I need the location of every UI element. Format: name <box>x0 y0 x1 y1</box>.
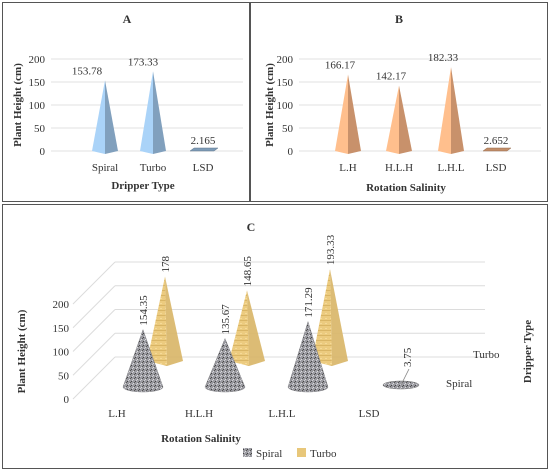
panel-title: B <box>395 12 403 26</box>
chart-panel-b: 0 50 100 150 200 B Rotation Salinity Plant Heig… <box>250 2 548 202</box>
data-label: 154.35 <box>138 295 150 326</box>
y-tick-label: 0 <box>288 146 294 158</box>
y-tick-label: 200 <box>53 299 70 311</box>
z-axis-label: Dripper Type <box>522 320 534 383</box>
bar <box>287 320 329 393</box>
leader-line <box>400 368 410 386</box>
y-tick-label: 150 <box>277 77 294 89</box>
bar-side <box>330 269 348 366</box>
x-tick-label: L.H.L <box>269 408 296 420</box>
chart-a-svg: 0 50 100 150 200 A Dripper Type Plant Height (c… <box>12 12 243 192</box>
bar-side <box>247 290 265 366</box>
gridline <box>72 261 116 305</box>
x-tick-label: H.L.H <box>385 162 413 174</box>
data-label: 178 <box>160 255 172 272</box>
chart-c-svg: 0 50 100 150 200 C Rotation Salinity Plant Heig… <box>16 220 534 460</box>
y-tick-label: 150 <box>53 323 70 335</box>
bar <box>147 276 167 366</box>
y-axis-label: Plant Height (cm) <box>12 63 24 147</box>
chart-panel-c: 0 50 100 150 200 C Rotation Salinity Plant Heig… <box>2 204 548 469</box>
y-tick-label: 0 <box>40 146 46 158</box>
bar <box>122 329 164 393</box>
legend-label-turbo: Turbo <box>310 448 337 460</box>
y-tick-label: 200 <box>29 54 46 66</box>
x-axis-label: Rotation Salinity <box>366 182 446 194</box>
y-tick-label: 100 <box>277 100 294 112</box>
bar-side <box>105 80 118 154</box>
legend-swatch-turbo <box>297 448 306 457</box>
legend-label-spiral: Spiral <box>256 448 282 460</box>
data-label: 166.17 <box>325 60 356 72</box>
bar <box>229 290 249 366</box>
x-tick-label: LSD <box>486 162 507 174</box>
data-label: 153.78 <box>72 65 103 77</box>
bar-side <box>348 74 361 154</box>
data-label: 171.29 <box>303 287 315 318</box>
panel-title: A <box>123 12 132 26</box>
data-label: 173.33 <box>128 56 159 68</box>
data-label: 135.67 <box>220 304 232 335</box>
bar-side <box>153 71 166 154</box>
gridline <box>72 309 116 352</box>
bar <box>386 85 399 154</box>
data-label: 2.652 <box>484 135 509 147</box>
x-tick-label: LSD <box>193 162 214 174</box>
bar <box>189 147 219 152</box>
chart-panel-a: 0 50 100 150 200 A Dripper Type Plant Height (c… <box>2 2 250 202</box>
bar <box>335 74 348 154</box>
x-tick-label: L.H.L <box>438 162 465 174</box>
x-tick-label: LSD <box>359 408 380 420</box>
gridline <box>72 285 116 329</box>
bar <box>438 67 451 154</box>
gridline <box>72 332 116 376</box>
data-label: 2.165 <box>191 135 216 147</box>
chart-b-svg: 0 50 100 150 200 B Rotation Salinity Plant Heig… <box>264 12 541 194</box>
y-tick-label: 50 <box>58 370 70 382</box>
y-tick-label: 50 <box>282 123 294 135</box>
x-tick-label: H.L.H <box>185 408 213 420</box>
legend-swatch-spiral <box>243 448 252 457</box>
x-axis-label: Dripper Type <box>111 180 174 192</box>
y-tick-label: 100 <box>29 100 46 112</box>
x-tick-label: Spiral <box>92 162 118 174</box>
x-axis-label: Rotation Salinity <box>161 433 241 445</box>
data-label: 182.33 <box>428 52 459 64</box>
data-label: 3.75 <box>402 347 414 367</box>
y-tick-label: 200 <box>277 54 294 66</box>
data-label: 148.65 <box>242 256 254 287</box>
y-axis-label: Plant Height (cm) <box>264 63 276 147</box>
x-tick-label: L.H <box>339 162 356 174</box>
bar-side <box>399 85 412 154</box>
gridline <box>72 356 116 400</box>
depth-label: Spiral <box>446 378 472 390</box>
bar-side <box>165 276 183 366</box>
y-tick-label: 50 <box>34 123 46 135</box>
depth-label: Turbo <box>473 349 500 361</box>
panel-title: C <box>247 220 256 234</box>
bar <box>92 80 105 154</box>
data-label: 193.33 <box>325 234 337 265</box>
y-tick-label: 150 <box>29 77 46 89</box>
x-tick-label: L.H <box>108 408 125 420</box>
y-axis-label: Plant Height (cm) <box>16 309 28 393</box>
x-tick-label: Turbo <box>140 162 167 174</box>
y-tick-label: 100 <box>53 347 70 359</box>
data-label: 142.17 <box>376 71 407 83</box>
bar-side <box>451 67 464 154</box>
bar <box>482 147 512 152</box>
bar <box>312 269 332 366</box>
bar <box>140 71 153 154</box>
y-tick-label: 0 <box>64 394 70 406</box>
bar <box>204 338 246 393</box>
